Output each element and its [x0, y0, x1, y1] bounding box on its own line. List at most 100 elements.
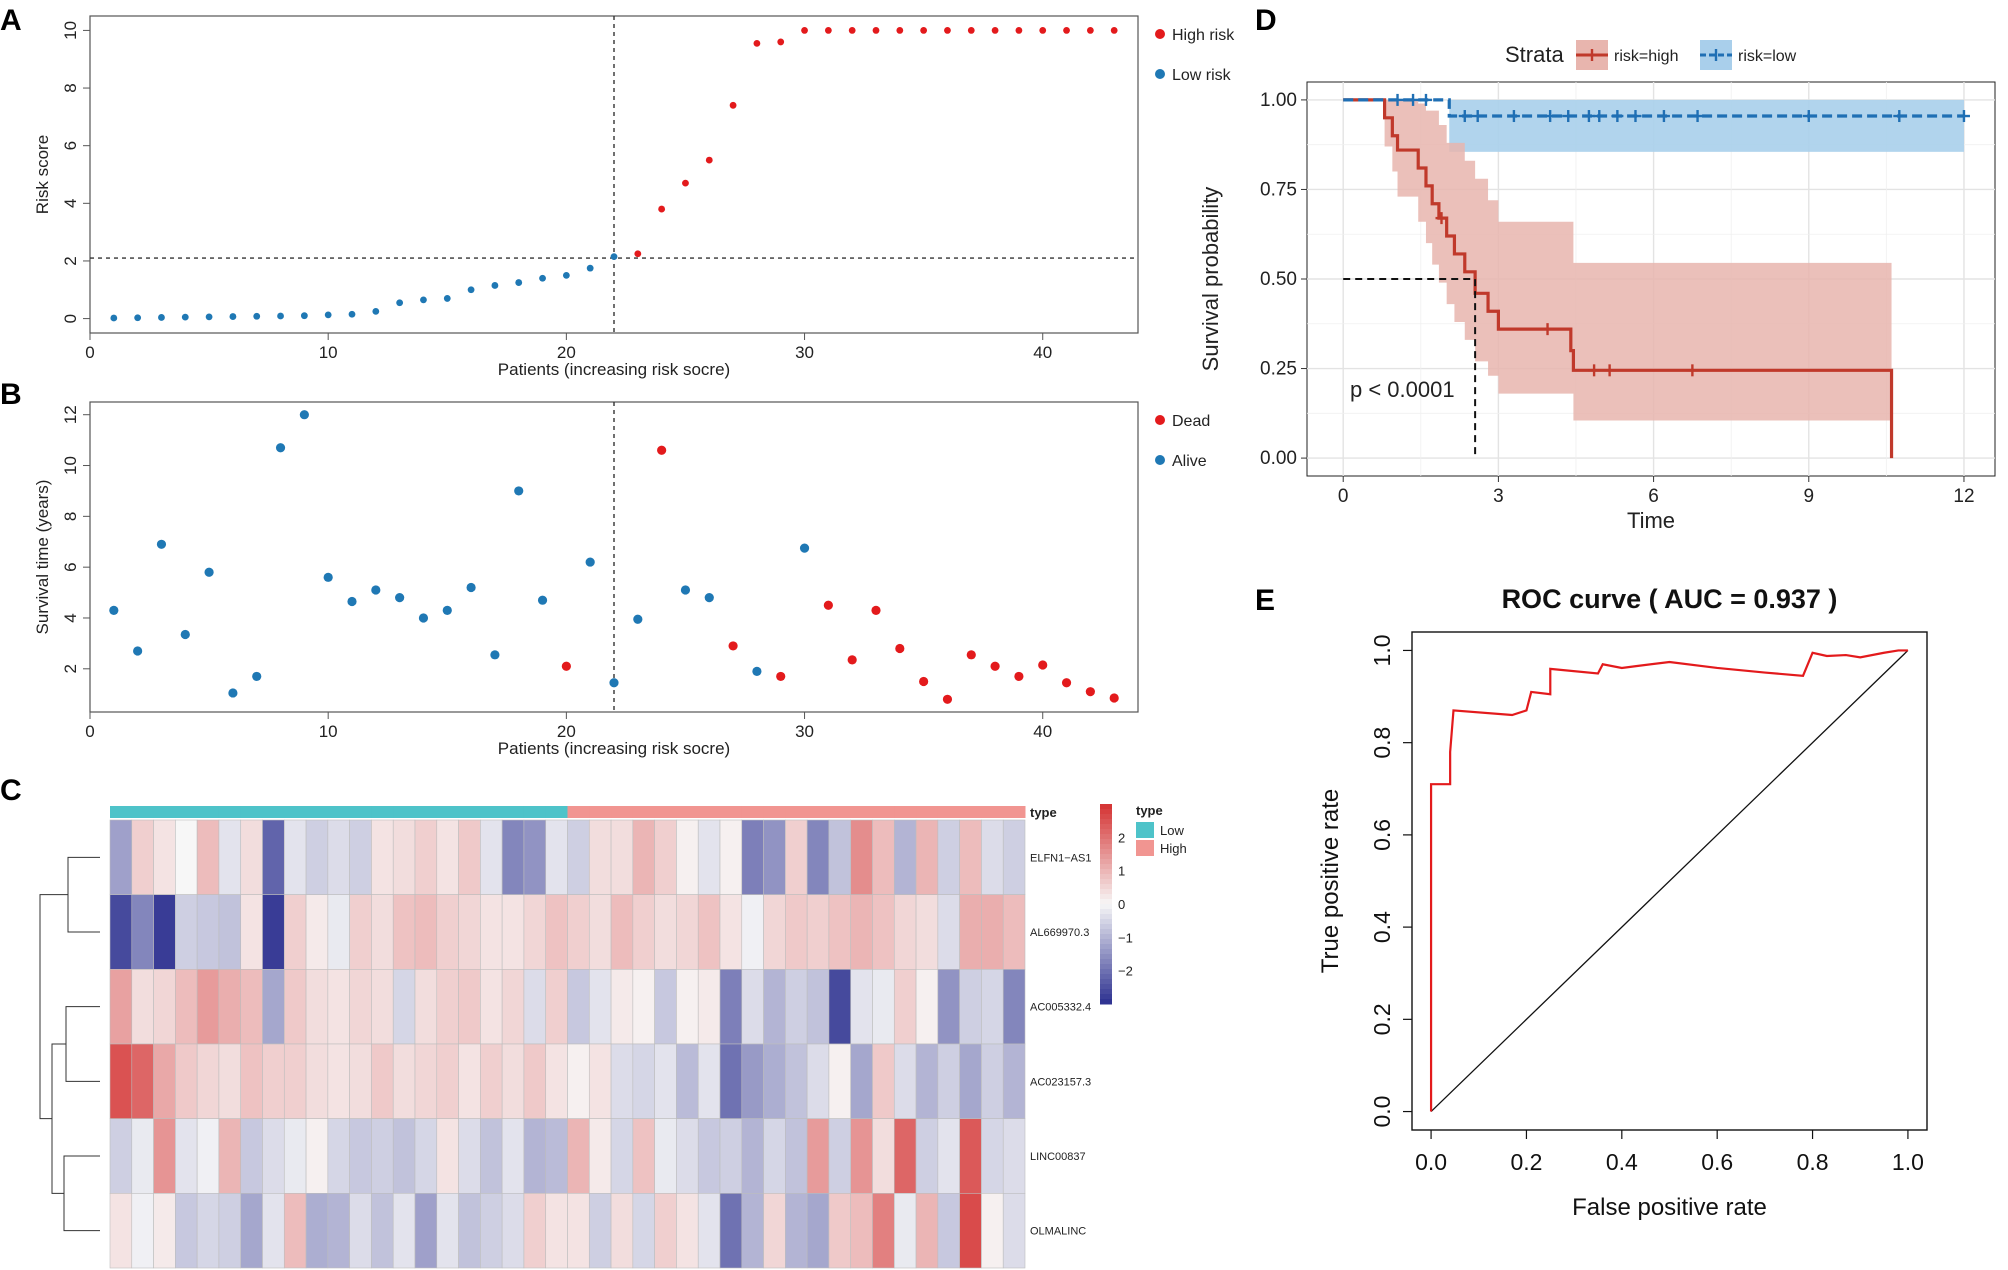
- data-point: [704, 593, 714, 603]
- heatmap-cell: [196, 1043, 220, 1119]
- heatmap-cell: [850, 894, 873, 970]
- color-scale-segment: [1100, 859, 1112, 865]
- type-annotation-cell: [545, 806, 568, 818]
- data-point: [658, 205, 666, 213]
- heatmap-cell: [131, 1118, 154, 1194]
- data-point: [347, 596, 357, 607]
- color-scale-segment: [1100, 839, 1112, 845]
- heatmap-cell: [741, 1043, 764, 1119]
- heatmap-cell: [1002, 1043, 1026, 1119]
- x-axis-label: Time: [1627, 508, 1675, 533]
- type-annotation-cell: [349, 806, 372, 818]
- type-annotation-cell: [981, 806, 1004, 818]
- x-tick-label: 0: [1338, 486, 1349, 507]
- heatmap-cell: [632, 1118, 655, 1194]
- data-point: [919, 676, 929, 687]
- y-tick-label: 0.0: [1369, 1096, 1395, 1128]
- color-scale-segment: [1100, 879, 1112, 885]
- y-axis-label: True positive rate: [1317, 789, 1344, 974]
- data-point: [324, 311, 332, 319]
- data-point: [1063, 27, 1070, 34]
- type-annotation-cell: [741, 806, 765, 818]
- heatmap-cell: [893, 969, 917, 1045]
- panel-label-e: E: [1255, 584, 1275, 617]
- color-scale-segment: [1100, 854, 1112, 860]
- heatmap-cell: [414, 1118, 438, 1194]
- heatmap-cell: [305, 819, 329, 895]
- heatmap-cell: [567, 1118, 590, 1194]
- heatmap-cell: [632, 1043, 655, 1119]
- heatmap-cell: [545, 1118, 568, 1194]
- data-point: [799, 543, 810, 553]
- data-point: [990, 661, 1000, 671]
- heatmap-cell: [806, 1118, 830, 1194]
- reference-diagonal: [1430, 649, 1909, 1113]
- heatmap-cell: [283, 819, 307, 895]
- color-scale-label: 2: [1118, 830, 1125, 845]
- heatmap-cell: [283, 1043, 307, 1119]
- heatmap-cell: [872, 894, 895, 970]
- data-point: [777, 38, 785, 46]
- row-label: AL669970.3: [1030, 927, 1089, 939]
- y-axis-label: Survival probability: [1198, 187, 1223, 372]
- heatmap-cell: [218, 969, 242, 1045]
- heatmap-cell: [131, 1193, 154, 1269]
- row-label: AC023157.3: [1030, 1076, 1091, 1088]
- heatmap-cell: [283, 1193, 307, 1269]
- heatmap-cell: [458, 969, 481, 1045]
- heatmap-cell: [240, 1043, 263, 1119]
- color-scale-segment: [1100, 924, 1112, 930]
- heatmap-cell: [632, 894, 655, 970]
- heatmap-cell: [262, 819, 285, 895]
- heatmap-cell: [305, 1043, 329, 1119]
- x-tick-label: 1.0: [1892, 1149, 1924, 1175]
- heatmap-cell: [915, 969, 939, 1045]
- type-annotation-cell: [611, 806, 634, 818]
- heatmap-cell: [436, 894, 459, 970]
- heatmap-cell: [545, 819, 568, 895]
- heatmap-cell: [523, 894, 547, 970]
- type-annotation-cell: [567, 806, 590, 818]
- data-point: [514, 486, 524, 496]
- data-point: [801, 27, 808, 34]
- heatmap-cell: [959, 1118, 982, 1194]
- heatmap-cell: [959, 894, 982, 970]
- heatmap-cell: [588, 1193, 612, 1269]
- x-tick-label: 10: [319, 343, 338, 362]
- heatmap-cell: [610, 894, 634, 970]
- high-risk-confidence-band: [1343, 99, 1892, 421]
- color-scale-segment: [1100, 919, 1112, 925]
- data-point: [300, 312, 308, 320]
- legend-label: Dead: [1172, 413, 1210, 430]
- heatmap-cell: [850, 969, 873, 1045]
- type-legend-swatch: [1136, 822, 1154, 838]
- heatmap-cell: [981, 819, 1004, 895]
- heatmap-cell: [785, 969, 808, 1045]
- heatmap-cell: [175, 894, 198, 970]
- heatmap-cell: [567, 969, 590, 1045]
- heatmap-cell: [327, 819, 350, 895]
- type-annotation-cell: [284, 806, 307, 818]
- color-scale-segment: [1100, 849, 1112, 855]
- color-scale-segment: [1100, 939, 1112, 945]
- heatmap-cell: [392, 894, 416, 970]
- color-scale-segment: [1100, 804, 1112, 810]
- heatmap-cell: [632, 1193, 655, 1269]
- color-scale-segment: [1100, 874, 1112, 880]
- heatmap-cell: [327, 1118, 350, 1194]
- legend-label: Low risk: [1172, 67, 1232, 84]
- heatmap-cell: [305, 969, 329, 1045]
- heatmap-cell: [676, 894, 699, 970]
- heatmap-cell: [763, 969, 786, 1045]
- heatmap-cell: [915, 819, 939, 895]
- heatmap-cell: [131, 819, 154, 895]
- data-point: [1086, 27, 1094, 34]
- risk-score-plot: 0 10 20 30 40 0 2 4 6 8 10 Patients (increasing ris…: [33, 15, 1235, 379]
- heatmap-cell: [785, 1118, 808, 1194]
- type-annotation-cell: [131, 806, 155, 818]
- data-point: [634, 250, 642, 258]
- heatmap-cell: [828, 819, 852, 895]
- heatmap-cell: [240, 819, 263, 895]
- type-annotation-cell: [218, 806, 242, 818]
- legend-label: High risk: [1172, 27, 1235, 44]
